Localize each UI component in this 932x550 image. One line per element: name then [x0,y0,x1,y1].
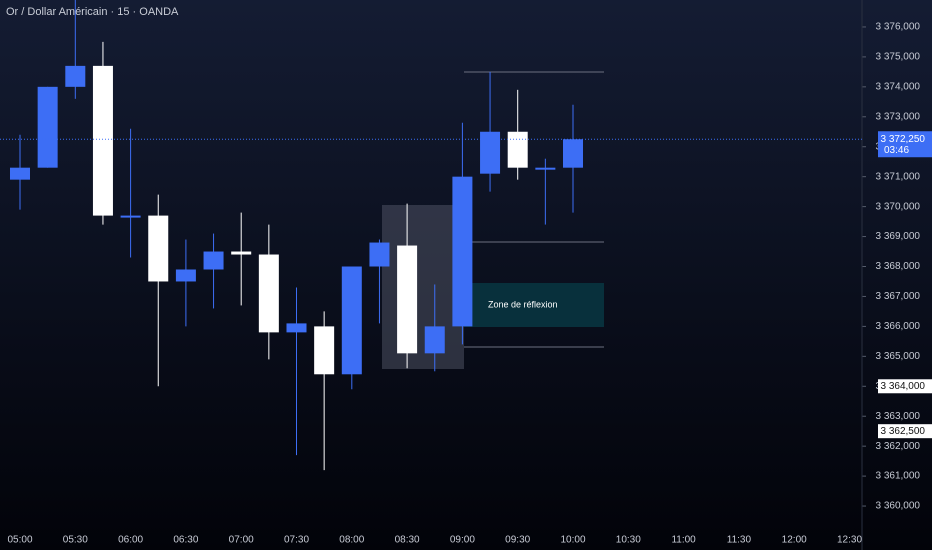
candle-body [148,215,169,282]
x-tick-label: 11:30 [727,535,752,546]
marker-badge [878,379,932,394]
y-tick-label: 3 373,000 [876,111,921,122]
marker-label: 3 362,500 [881,426,926,437]
y-tick-label: 3 365,000 [876,351,921,362]
candle-body [424,326,445,354]
x-tick-label: 12:30 [837,535,862,546]
x-tick-label: 05:00 [7,535,32,546]
price-badge [878,131,932,158]
candle-body [341,266,362,375]
zone-box [464,283,604,327]
y-tick-label: 3 371,000 [876,171,921,182]
candle-body [480,131,501,174]
annotation: Zone de réflexion [488,299,558,309]
x-tick-label: 09:30 [505,535,530,546]
y-tick-label: 3 369,000 [876,231,921,242]
candle-body [203,251,224,270]
candle-body [535,167,556,170]
candle-body [175,269,196,282]
marker-label: 3 364,000 [881,381,926,392]
x-tick-label: 09:00 [450,535,475,546]
chart-title: Or / Dollar Américain · 15 · OANDA [6,6,179,18]
candle-body [231,251,252,255]
y-tick-label: 3 375,000 [876,52,921,63]
y-tick-label: 3 362,000 [876,441,921,452]
y-tick-label: 3 366,000 [876,321,921,332]
x-tick-label: 06:30 [173,535,198,546]
y-tick-label: 3 367,000 [876,291,921,302]
candle-body [120,215,141,218]
candle-body [37,86,58,168]
candle-body [10,167,30,180]
y-tick-label: 3 363,000 [876,411,921,422]
y-tick-label: 3 368,000 [876,261,921,272]
candle-body [369,242,390,267]
countdown: 03:46 [884,145,909,156]
x-tick-label: 08:30 [395,535,420,546]
highlight-box [382,205,464,369]
x-tick-label: 10:30 [616,535,641,546]
y-tick-label: 3 370,000 [876,201,921,212]
y-tick-label: 3 374,000 [876,81,921,92]
y-tick-label: 3 376,000 [876,22,921,33]
candle-body [507,131,528,168]
candle-body [258,254,279,333]
x-tick-label: 07:00 [229,535,254,546]
candle-body [65,65,86,87]
x-tick-label: 10:00 [560,535,585,546]
candle-body [286,323,307,333]
price-label: 3 372,250 [881,134,926,145]
x-tick-label: 08:00 [339,535,364,546]
x-tick-label: 05:30 [63,535,88,546]
x-tick-label: 06:00 [118,535,143,546]
candle-body [314,326,335,375]
candle-body [397,245,418,354]
x-tick-label: 11:00 [671,535,696,546]
candle-body [452,176,473,327]
candle-body [563,139,583,168]
y-tick-label: 3 361,000 [876,471,921,482]
x-tick-label: 07:30 [284,535,309,546]
marker-badge [878,424,932,439]
x-tick-label: 12:00 [782,535,807,546]
candle-body [92,65,113,216]
y-tick-label: 3 360,000 [876,501,921,512]
